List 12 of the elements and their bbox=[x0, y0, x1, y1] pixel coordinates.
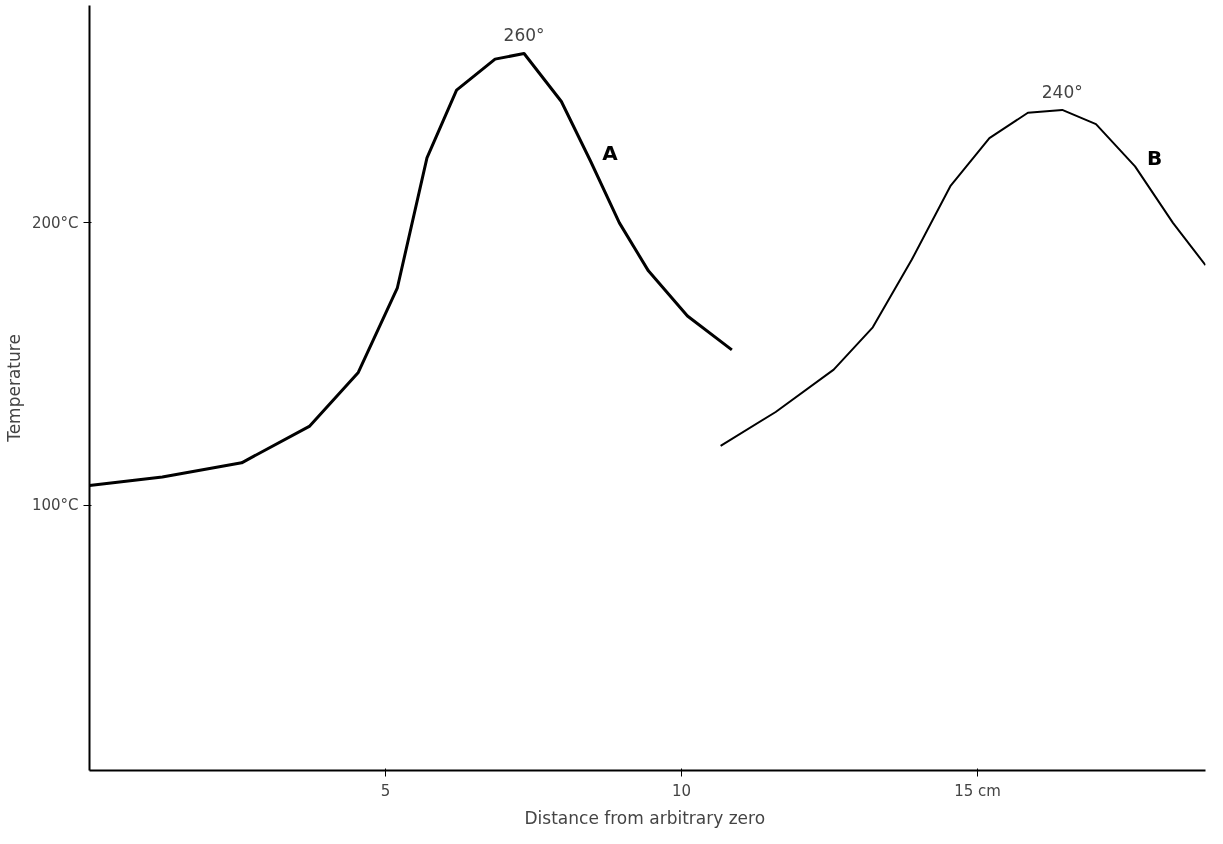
series-label: A bbox=[602, 140, 619, 165]
y-axis-title: Temperature bbox=[3, 334, 24, 443]
annotation: 240° bbox=[1041, 81, 1083, 102]
x-tick-label: 5 bbox=[380, 781, 391, 800]
x-tick-label: 15 cm bbox=[954, 781, 1001, 800]
series-label: B bbox=[1147, 146, 1163, 171]
annotation: 260° bbox=[503, 25, 545, 46]
x-tick-label: 10 bbox=[672, 781, 692, 800]
x-axis-title: Distance from arbitrary zero bbox=[524, 807, 766, 828]
y-tick-label: 100°C bbox=[31, 496, 79, 515]
y-tick-label: 200°C bbox=[31, 213, 79, 232]
line-series bbox=[719, 108, 1206, 447]
